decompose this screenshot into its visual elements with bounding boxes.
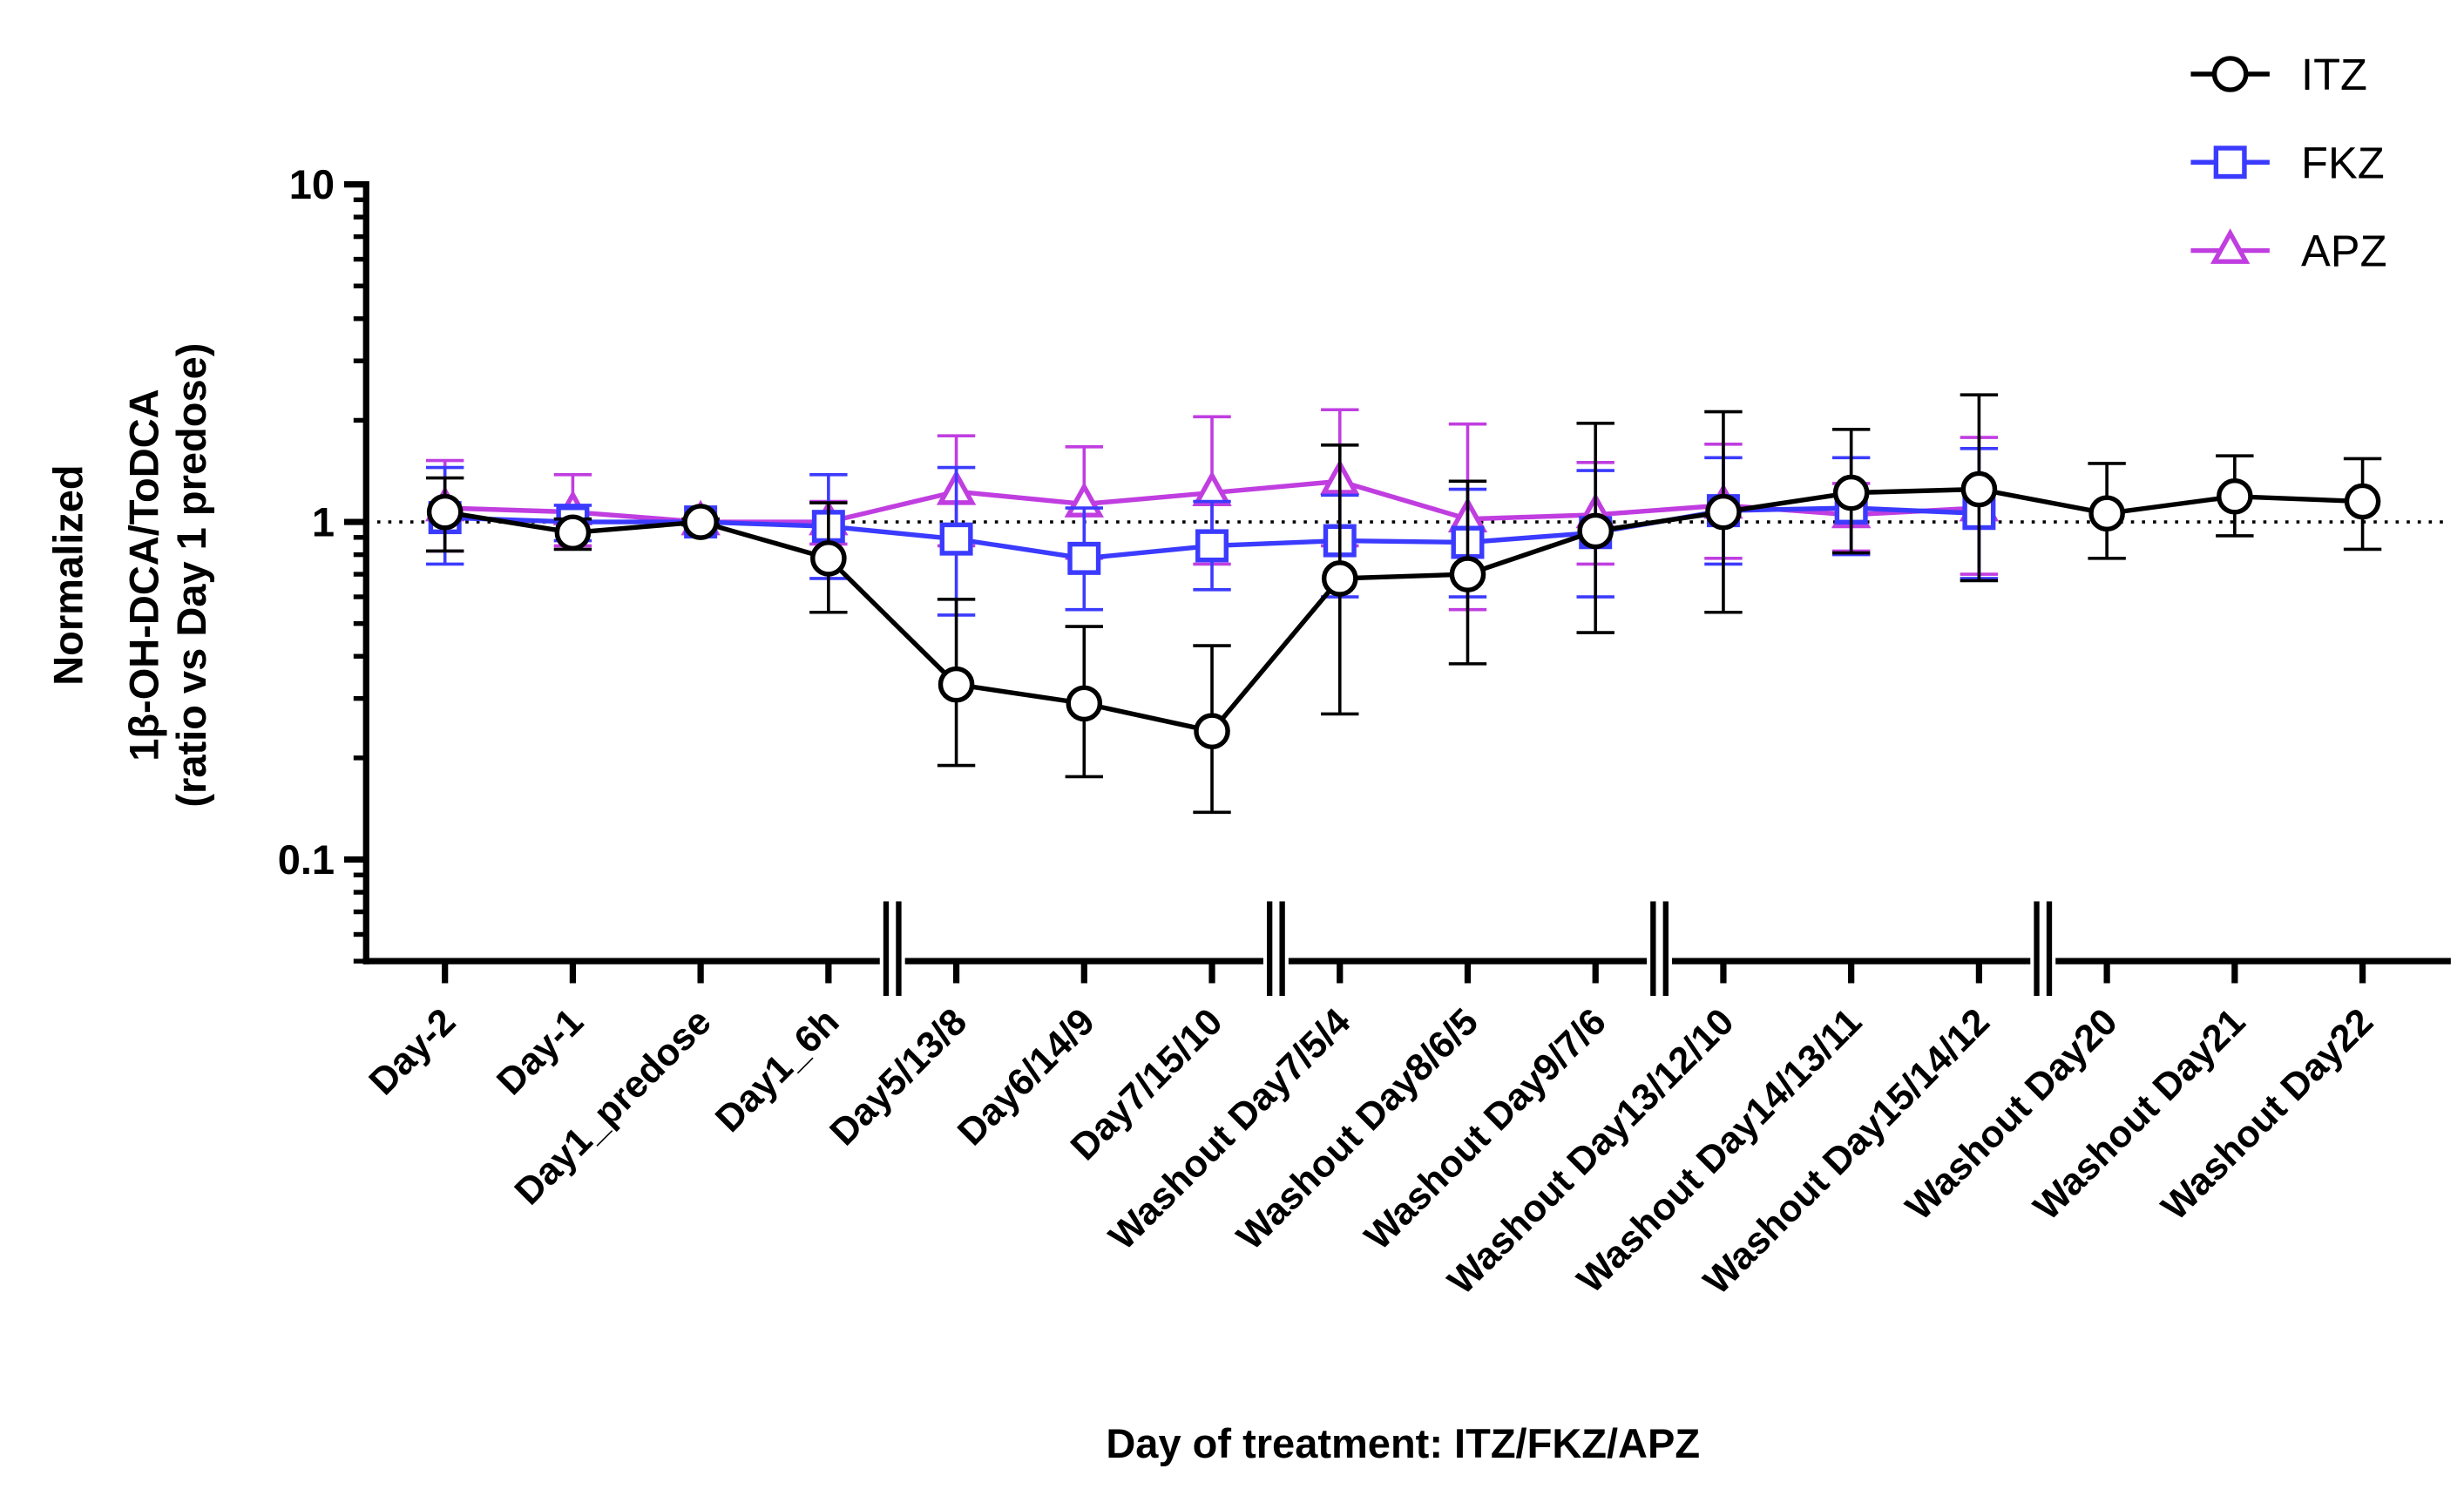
point	[1705, 493, 1742, 531]
point	[1195, 529, 1229, 563]
x-tick-label: Day5/13/8	[822, 1001, 976, 1154]
legend-marker	[2210, 228, 2251, 264]
y-axis-label-line: (ratio vs Day 1 predose)	[168, 343, 214, 808]
point	[2217, 477, 2253, 515]
point	[1194, 713, 1230, 750]
legend-label: ITZ	[2301, 50, 2367, 99]
point	[1832, 474, 1870, 511]
x-axis-label: Day of treatment: ITZ/FKZ/APZ	[1106, 1420, 1700, 1466]
point	[939, 522, 973, 556]
x-tick-label: Day-2	[362, 1001, 464, 1104]
x-tick-label: Day-1	[489, 1001, 592, 1104]
legend-marker	[2211, 56, 2249, 92]
point	[1577, 512, 1614, 550]
x-tick-label: Washout Day8/6/5	[1229, 1001, 1486, 1258]
x-tick-label: Washout Day9/7/6	[1357, 1001, 1614, 1258]
y-axis-label: Normalized 1β-OH-DCA/ToDCA (ratio vs Day…	[45, 343, 214, 808]
legend-label: APZ	[2301, 227, 2386, 276]
point	[2088, 495, 2125, 532]
point	[1066, 685, 1103, 722]
y-axis-label-line: Normalized	[45, 464, 91, 685]
y-tick-label: 0.1	[278, 836, 335, 883]
legend-label: FKZ	[2301, 138, 2385, 187]
x-tick-label: Washout Day7/5/4	[1101, 1001, 1358, 1258]
point	[810, 540, 847, 577]
y-tick-label: 1	[312, 498, 335, 545]
point	[554, 514, 592, 552]
x-tick-label: Washout Day22	[2154, 1001, 2381, 1228]
point	[1960, 470, 1998, 508]
legend-marker	[2213, 146, 2247, 179]
x-tick-label: Washout Day20	[1898, 1001, 2125, 1228]
y-tick-label: 10	[289, 161, 335, 207]
point	[938, 666, 975, 703]
x-tick-label: Washout Day21	[2026, 1001, 2253, 1228]
point	[1067, 541, 1101, 575]
point	[682, 504, 719, 540]
y-axis-label-line: 1β-OH-DCA/ToDCA	[121, 389, 167, 761]
point	[426, 493, 464, 531]
point	[2344, 483, 2381, 520]
series-line	[444, 486, 2363, 734]
point	[1321, 560, 1358, 597]
point	[1449, 556, 1486, 592]
